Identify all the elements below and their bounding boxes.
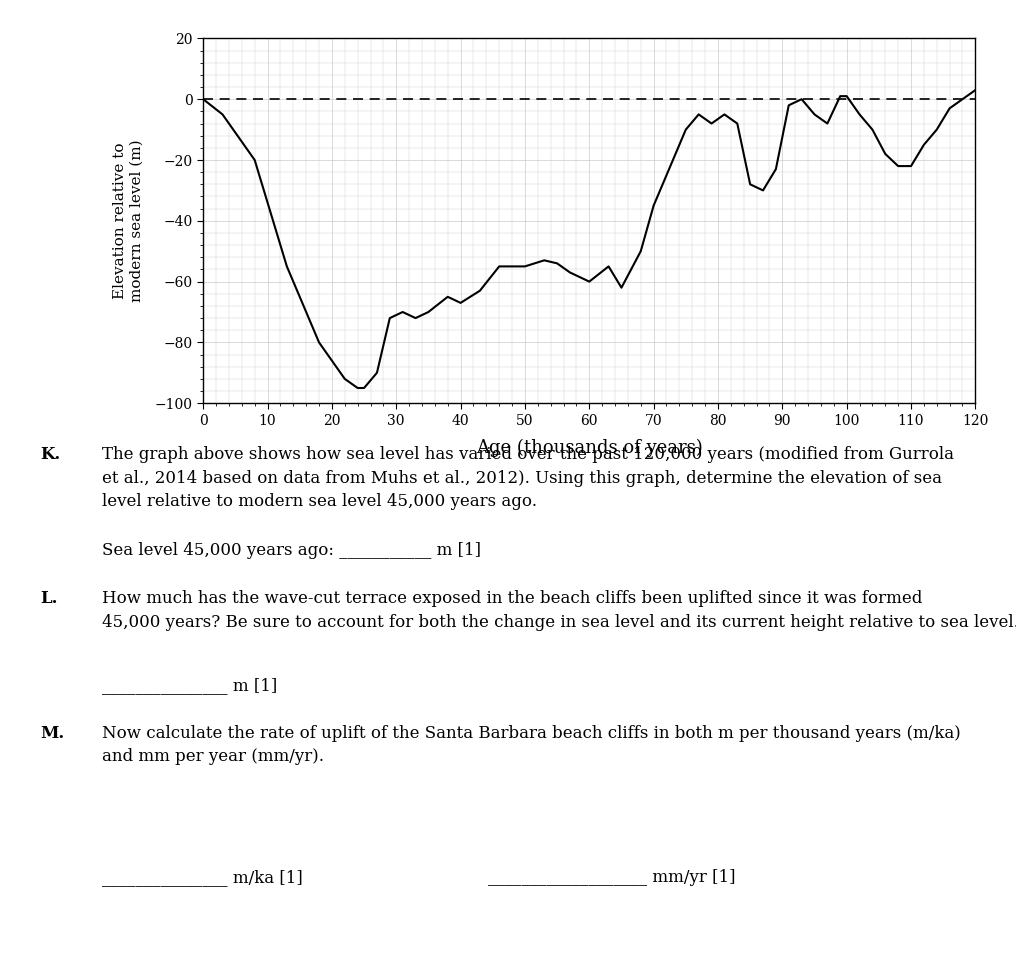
Text: M.: M. (41, 725, 65, 742)
Text: Sea level 45,000 years ago: ___________ m [1]: Sea level 45,000 years ago: ___________ … (102, 542, 481, 560)
Text: K.: K. (41, 446, 61, 464)
Text: How much has the wave-cut terrace exposed in the beach cliffs been uplifted sinc: How much has the wave-cut terrace expose… (102, 590, 1016, 631)
Text: Now calculate the rate of uplift of the Santa Barbara beach cliffs in both m per: Now calculate the rate of uplift of the … (102, 725, 960, 765)
X-axis label: Age (thousands of years): Age (thousands of years) (475, 439, 703, 457)
Text: The graph above shows how sea level has varied over the past 120,000 years (modi: The graph above shows how sea level has … (102, 446, 954, 511)
Text: _______________ m/ka [1]: _______________ m/ka [1] (102, 869, 303, 886)
Text: ___________________ mm/yr [1]: ___________________ mm/yr [1] (488, 869, 736, 886)
Text: L.: L. (41, 590, 58, 608)
Text: _______________ m [1]: _______________ m [1] (102, 677, 276, 694)
Y-axis label: Elevation relative to
modern sea level (m): Elevation relative to modern sea level (… (114, 139, 143, 302)
